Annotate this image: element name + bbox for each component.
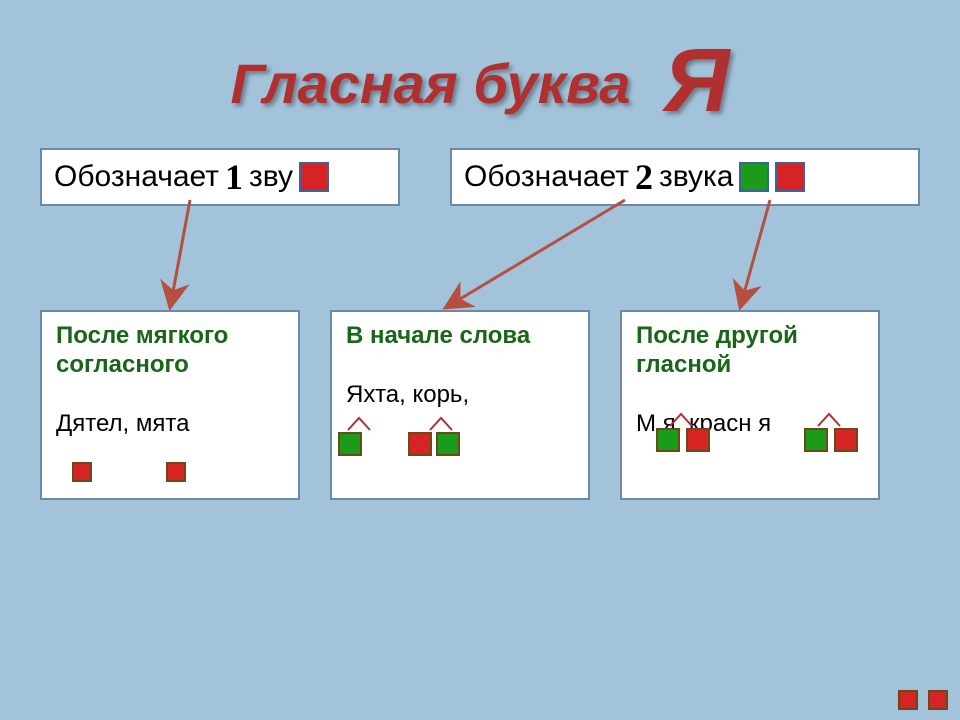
caret-icon — [668, 412, 694, 428]
sound-square-icon — [436, 432, 460, 456]
nav-buttons — [898, 690, 948, 710]
sound-square-icon — [686, 428, 710, 452]
sound-square-icon — [408, 432, 432, 456]
sound-square-icon — [299, 162, 329, 192]
card-title: После другой гласной — [636, 322, 864, 380]
arrow-line — [170, 200, 190, 308]
example-card-1: В начале слова Яхта, корь, — [330, 310, 590, 500]
caret-icon — [346, 416, 372, 432]
rule-suffix: зву — [249, 160, 293, 194]
rule-box-1-sound: Обозначает 1 зву — [40, 148, 400, 206]
caret-icon — [816, 412, 842, 428]
sound-square-icon — [72, 462, 92, 482]
sound-square-icon — [834, 428, 858, 452]
sound-square-icon — [739, 162, 769, 192]
arrow-line — [445, 200, 625, 308]
card-body: Яхта, корь, — [346, 381, 574, 409]
sound-square-icon — [338, 432, 362, 456]
rule-prefix: Обозначает — [54, 160, 219, 194]
title-letter: Я — [664, 31, 730, 131]
slide-title: Гласная буква Я — [0, 30, 960, 133]
rule-number: 1 — [225, 156, 243, 198]
title-text: Гласная буква — [230, 52, 630, 115]
example-card-2: После другой гласнойМ я, красн я — [620, 310, 880, 500]
sound-square-icon — [804, 428, 828, 452]
arrow-line — [740, 200, 770, 308]
nav-next-icon[interactable] — [928, 690, 948, 710]
card-title: После мягкого согласного — [56, 322, 284, 380]
sound-square-icon — [775, 162, 805, 192]
example-card-0: После мягкого согласного Дятел, мята — [40, 310, 300, 500]
card-title: В начале слова — [346, 322, 574, 351]
sound-square-icon — [656, 428, 680, 452]
rule-suffix: звука — [659, 160, 734, 194]
rule-box-2-sounds: Обозначает 2 звука — [450, 148, 920, 206]
rule-number: 2 — [635, 156, 653, 198]
rule-prefix: Обозначает — [464, 160, 629, 194]
card-body: Дятел, мята — [56, 410, 284, 438]
caret-icon — [428, 416, 454, 432]
nav-prev-icon[interactable] — [898, 690, 918, 710]
sound-square-icon — [166, 462, 186, 482]
